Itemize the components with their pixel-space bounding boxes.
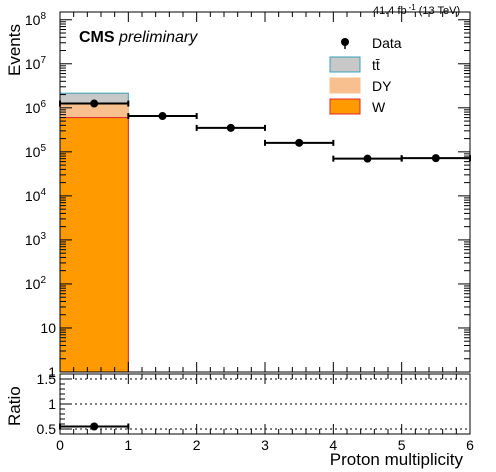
x-tick-label: 5 bbox=[398, 437, 406, 453]
svg-text:DY: DY bbox=[372, 78, 392, 94]
svg-text:Data: Data bbox=[372, 35, 402, 51]
main-plot: 1 10 102 103 104 105 106 107 108 bbox=[25, 11, 471, 380]
w-bar-0 bbox=[59, 117, 129, 373]
y-tick-label: 10 bbox=[40, 320, 56, 336]
legend-w-swatch bbox=[329, 98, 361, 115]
data-point bbox=[90, 99, 99, 108]
x-axis-title: Proton multiplicity bbox=[330, 450, 464, 469]
ratio-point bbox=[90, 422, 99, 431]
data-point bbox=[431, 154, 440, 163]
y-tick-label: 102 bbox=[25, 275, 47, 292]
status-label: preliminary bbox=[118, 29, 198, 46]
legend-entry-dy: DY bbox=[329, 77, 392, 94]
y-axis-title: Events bbox=[5, 24, 24, 76]
x-tick-label: 4 bbox=[329, 437, 337, 453]
svg-text:tt̄: tt̄ bbox=[372, 57, 380, 73]
legend-data-marker bbox=[341, 38, 349, 46]
y-tick-label: 107 bbox=[25, 55, 47, 72]
data-point bbox=[226, 123, 235, 132]
y-tick-label: 104 bbox=[25, 187, 47, 204]
x-tick-label: 6 bbox=[466, 437, 474, 453]
y-tick-label: 106 bbox=[25, 99, 47, 116]
lumi-label: 41.4 fb -1 (13 TeV) bbox=[373, 3, 460, 17]
y-tick-label: 1 bbox=[48, 364, 56, 380]
ratio-y-tick-label: 1 bbox=[48, 396, 56, 412]
data-point bbox=[158, 112, 167, 121]
legend-dy-swatch bbox=[329, 77, 361, 94]
data-point bbox=[363, 154, 372, 163]
y-tick-label: 103 bbox=[25, 231, 47, 248]
x-tick-label: 1 bbox=[124, 437, 132, 453]
cms-label: CMS bbox=[79, 29, 115, 46]
ratio-plot: 0.5 1 1.5 0 1 2 3 4 5 6 bbox=[37, 371, 475, 453]
x-tick-label: 0 bbox=[56, 437, 64, 453]
svg-text:W: W bbox=[372, 99, 386, 115]
ratio-y-tick-label: 0.5 bbox=[37, 421, 57, 437]
legend-entry-data: Data bbox=[341, 35, 402, 51]
legend-ttbar-swatch bbox=[329, 56, 361, 73]
legend-entry-ttbar: tt̄ bbox=[329, 56, 380, 73]
data-point bbox=[295, 138, 304, 147]
x-tick-label: 2 bbox=[193, 437, 201, 453]
ratio-y-tick-label: 1.5 bbox=[37, 371, 57, 387]
ratio-y-axis-title: Ratio bbox=[5, 386, 24, 426]
y-tick-label: 105 bbox=[25, 143, 47, 160]
legend: Data tt̄ DY W bbox=[329, 35, 402, 115]
y-tick-label: 108 bbox=[25, 11, 47, 28]
legend-entry-w: W bbox=[329, 98, 386, 115]
x-tick-label: 3 bbox=[261, 437, 269, 453]
